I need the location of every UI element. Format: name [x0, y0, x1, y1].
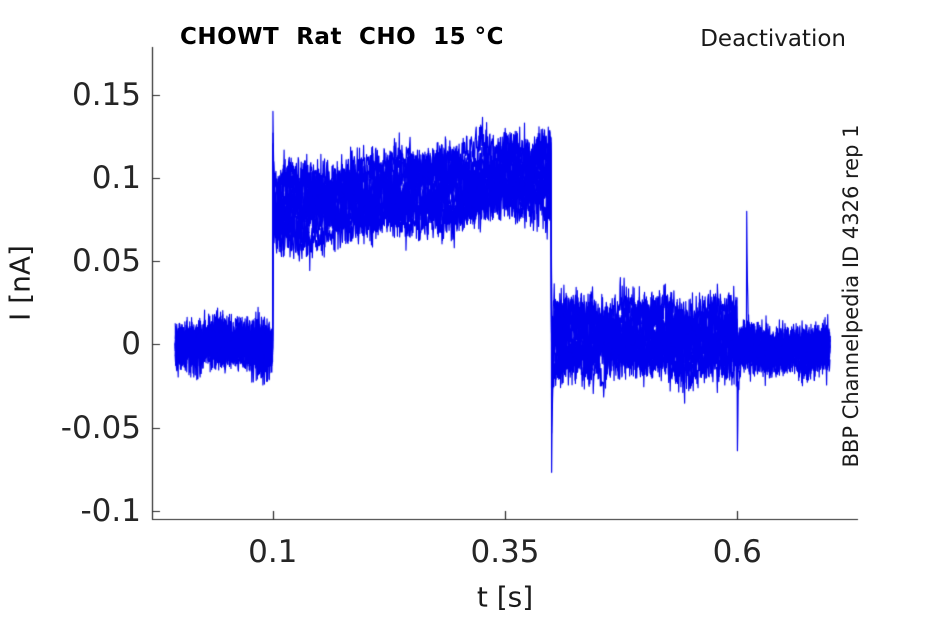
- protocol-label: Deactivation: [700, 26, 846, 52]
- x-tick-label: 0.35: [470, 534, 540, 570]
- y-tick-label: 0.1: [91, 160, 141, 197]
- channelpedia-id-label: BBP Channelpedia ID 4326 rep 1: [839, 124, 863, 468]
- x-tick-label: 0.1: [248, 534, 298, 570]
- y-tick-label: 0.15: [71, 77, 141, 114]
- y-tick-label: 0.05: [71, 243, 141, 280]
- x-tick-label: 0.6: [712, 534, 762, 570]
- x-axis-label: t [s]: [476, 580, 534, 614]
- y-tick-label: 0: [121, 326, 141, 363]
- y-tick-label: -0.1: [80, 492, 142, 529]
- y-tick-label: -0.05: [60, 409, 141, 446]
- plot-title: CHOWT Rat CHO 15 °C: [179, 24, 505, 50]
